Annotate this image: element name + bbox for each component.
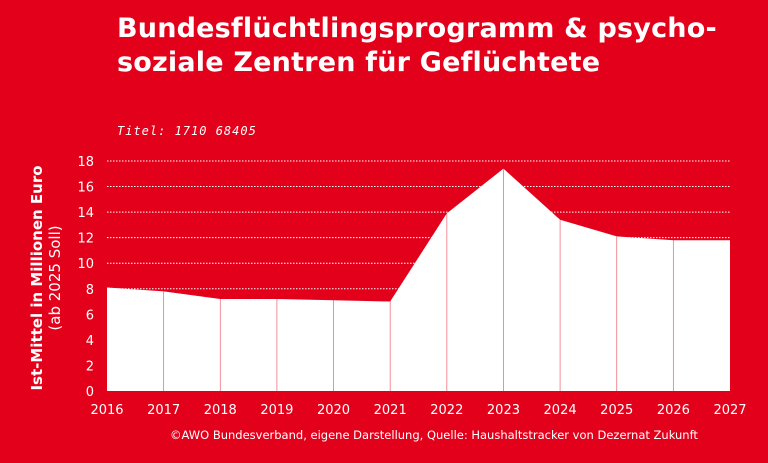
x-tick-label: 2020 <box>317 403 350 418</box>
y-tick-label: 14 <box>77 206 94 221</box>
y-axis-label: Ist-Mittel in Millionen Euro <box>28 165 46 390</box>
source-note: ©AWO Bundesverband, eigene Darstellung, … <box>170 428 698 442</box>
chart-title: Bundesflüchtlingsprogramm & psycho-sozia… <box>117 13 717 78</box>
x-tick-label: 2019 <box>260 403 293 418</box>
x-tick-label: 2024 <box>544 403 577 418</box>
series-area <box>107 168 730 391</box>
x-tick-label: 2016 <box>90 403 123 418</box>
y-tick-label: 6 <box>86 308 94 323</box>
x-tick-label: 2027 <box>713 403 746 418</box>
y-tick-label: 0 <box>86 385 94 400</box>
x-tick-label: 2017 <box>147 403 180 418</box>
y-tick-label: 4 <box>86 334 94 349</box>
x-axis-ticks: 2016 2017 2018 2019 2020 2021 2022 2023 2024 2025… <box>90 403 746 418</box>
y-axis-label-sub: (ab 2025 Soll) <box>46 225 64 330</box>
year-dividers <box>163 168 674 391</box>
y-axis-ticks: 0 2 4 6 8 10 12 14 16 18 <box>77 155 94 400</box>
x-tick-label: 2022 <box>430 403 463 418</box>
y-tick-label: 12 <box>77 232 94 247</box>
x-tick-label: 2021 <box>374 403 407 418</box>
x-tick-label: 2025 <box>600 403 633 418</box>
y-tick-label: 16 <box>77 181 94 196</box>
y-tick-label: 18 <box>77 155 94 170</box>
y-tick-label: 10 <box>77 257 94 272</box>
x-tick-label: 2026 <box>657 403 690 418</box>
chart-subtitle: Titel: 1710 68405 <box>117 124 257 138</box>
plot-area <box>106 168 731 391</box>
y-tick-label: 2 <box>86 359 94 374</box>
x-tick-label: 2023 <box>487 403 520 418</box>
y-axis-label-line1: Ist-Mittel in Millionen Euro <box>28 165 46 390</box>
y-tick-label: 8 <box>86 283 94 298</box>
x-tick-label: 2018 <box>204 403 237 418</box>
y-axis-label-line2: (ab 2025 Soll) <box>46 225 64 330</box>
